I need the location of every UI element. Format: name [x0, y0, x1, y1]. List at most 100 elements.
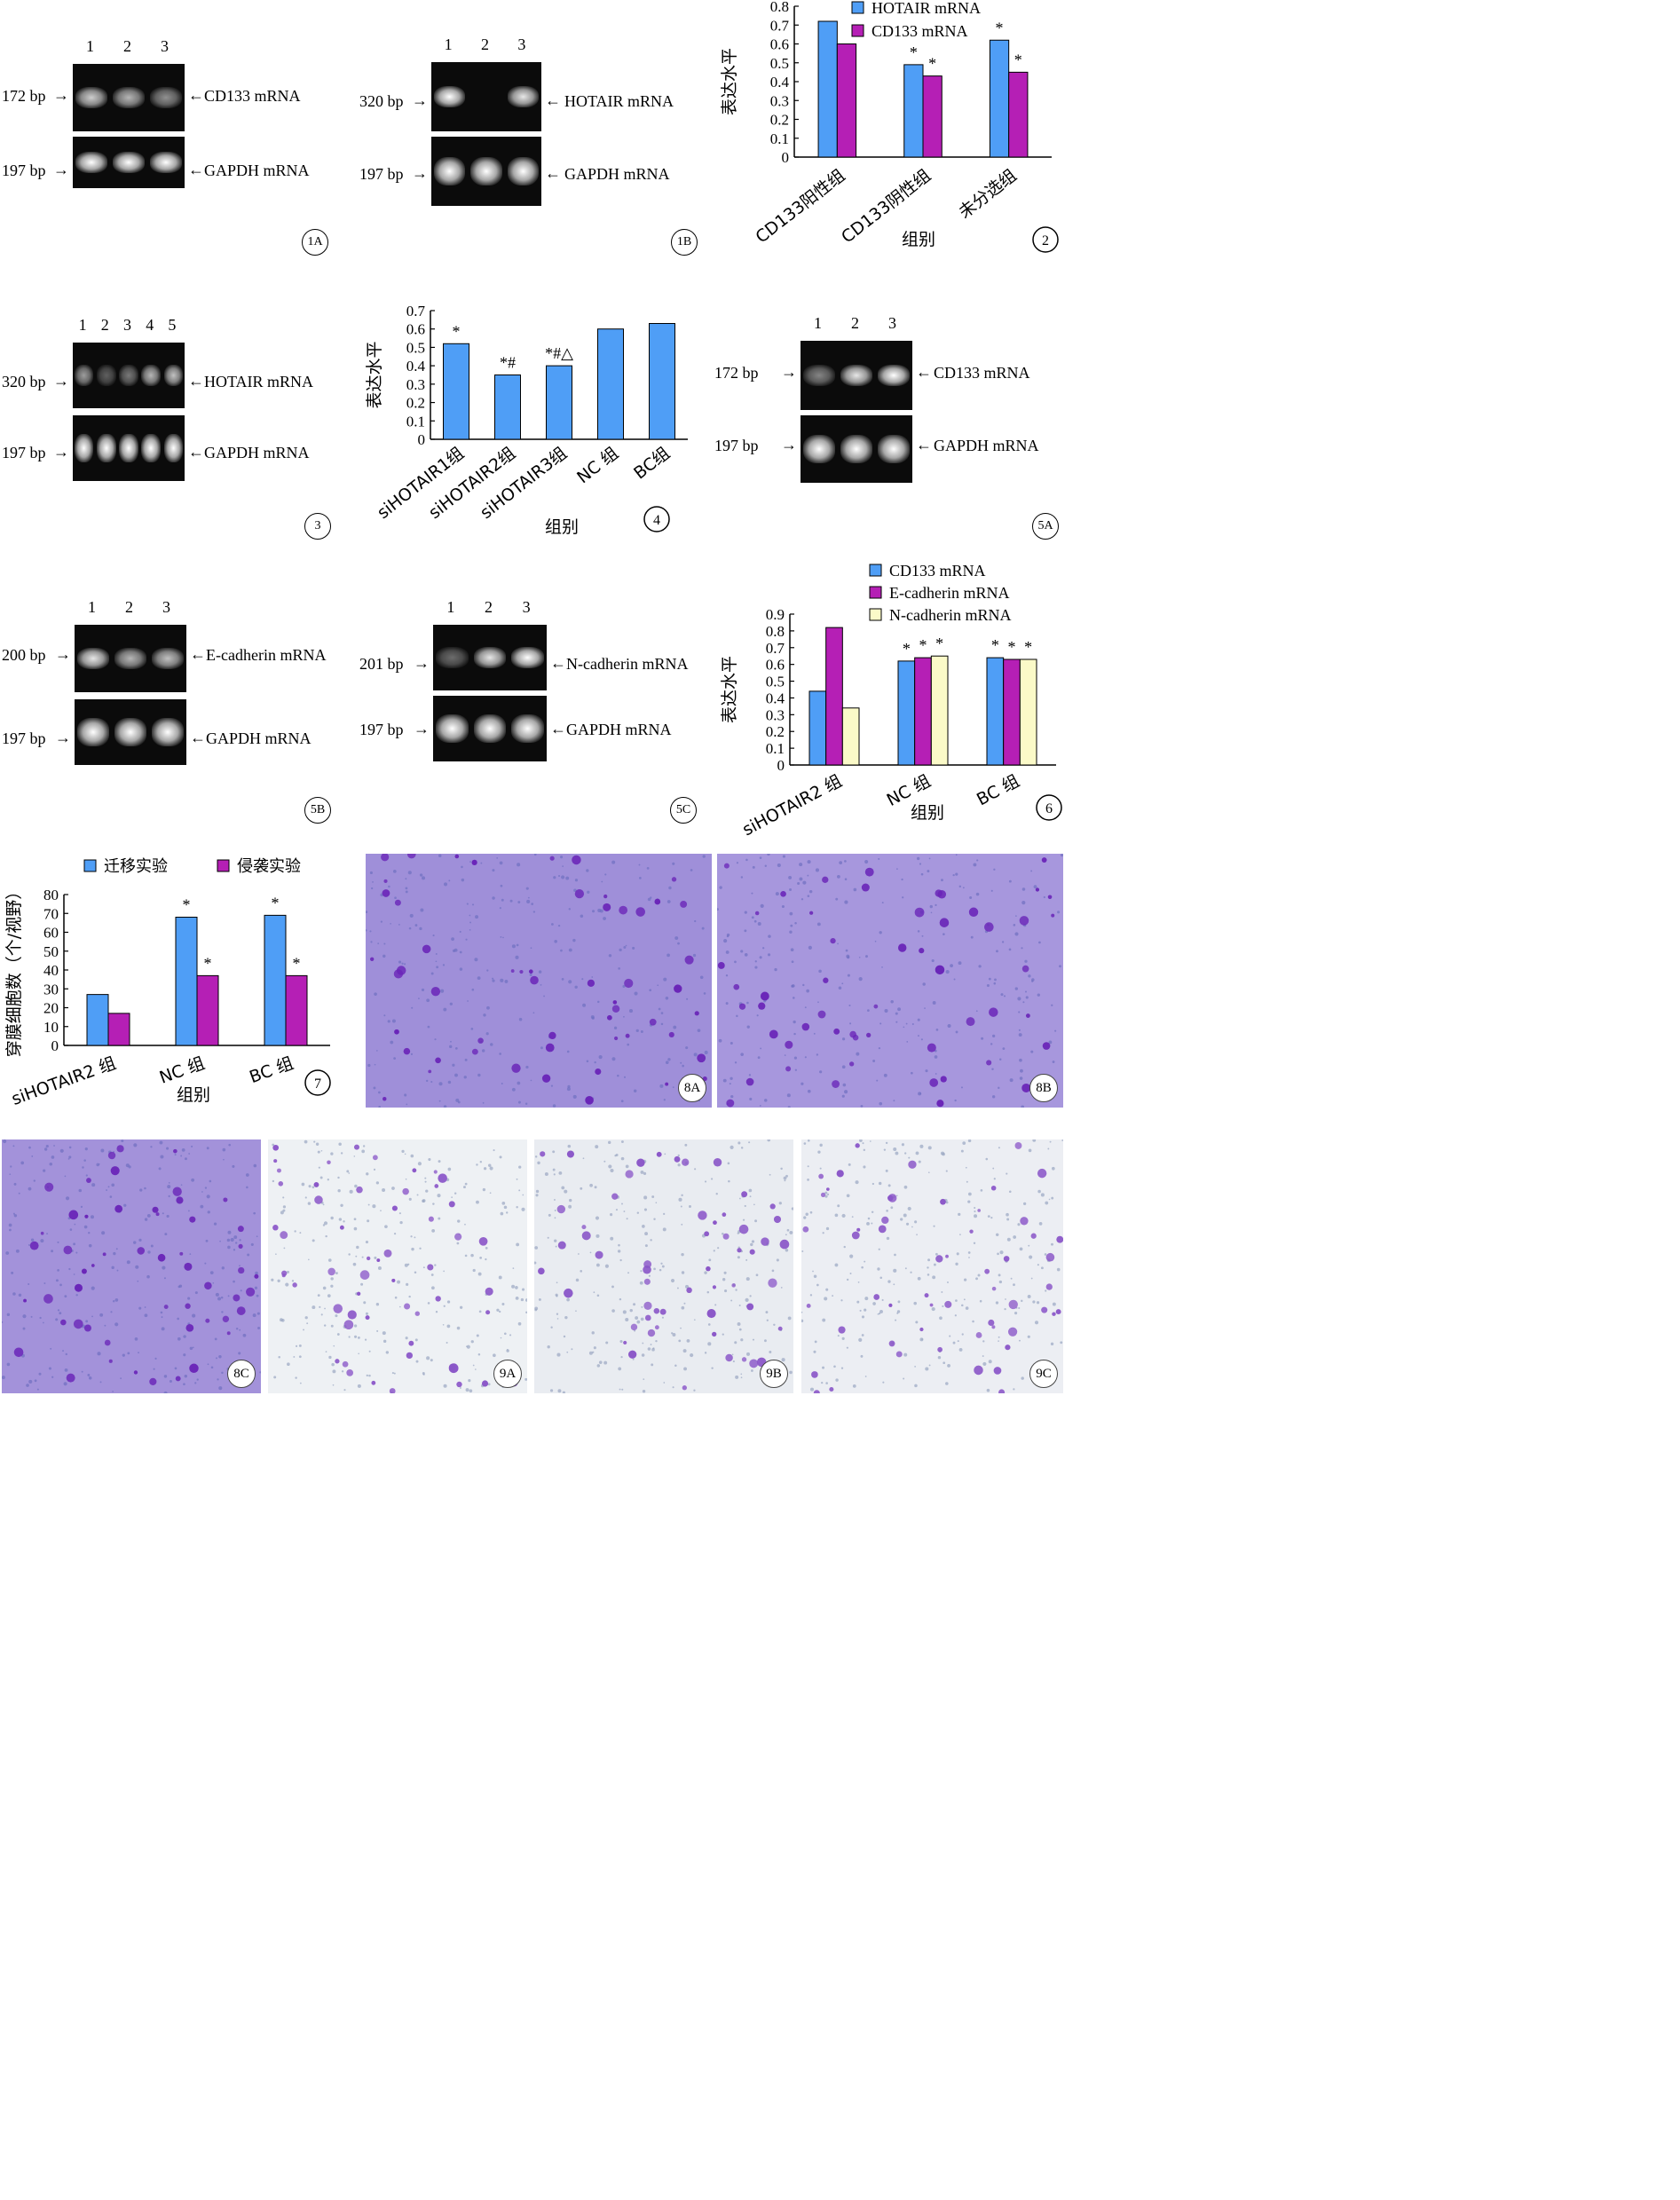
bar	[175, 917, 198, 1046]
x-axis-title: 组别	[177, 1085, 210, 1105]
lane-number: 3	[888, 314, 896, 332]
x-axis-title: 组别	[545, 517, 579, 537]
y-tick-label: 0.3	[770, 92, 789, 109]
figure-number-text: 6	[1045, 801, 1053, 816]
significance-mark: *	[1024, 638, 1032, 656]
figure-2-bar-chart: 0 0.10.2 0.30.4 0.5 0.6 0.7 0.8 CD133阳性组 * * CD133…	[720, 0, 1059, 253]
y-tick-label: 0.1	[766, 740, 785, 757]
bar	[986, 657, 1005, 766]
lane-number: 2	[125, 598, 133, 616]
bar	[1019, 658, 1037, 766]
figure-number-badge: 3	[304, 513, 331, 540]
significance-mark: *	[1008, 638, 1016, 656]
x-axis-title: 组别	[902, 230, 935, 249]
bar	[1008, 71, 1029, 158]
gapdh-gel-band-strip	[801, 415, 912, 483]
legend-swatch	[869, 586, 882, 599]
gel-band	[96, 365, 116, 386]
bar	[86, 994, 109, 1046]
left-arrow-icon: ←	[188, 161, 204, 178]
left-arrow-icon: ←	[550, 654, 566, 672]
left-arrow-icon: ←	[916, 436, 932, 453]
target-gel-band-strip	[73, 64, 185, 131]
right-arrow-icon: →	[53, 86, 69, 104]
gel-band	[151, 647, 185, 670]
bar	[443, 343, 469, 440]
bar	[817, 20, 838, 158]
target-gel-band-strip	[75, 625, 186, 692]
y-tick-label: 0.5	[770, 55, 789, 72]
significance-mark: *	[935, 635, 943, 652]
figure-number-text: 2	[1042, 233, 1049, 248]
significance-mark: *	[1014, 51, 1022, 68]
panel-label: 8B	[1029, 1074, 1058, 1102]
y-tick-label: 0.2	[766, 723, 785, 740]
gel-band	[507, 85, 540, 108]
band-size-label: 172 bp	[714, 364, 759, 382]
chart-plot-area: 00.10.20.30.40.50.60.7*siHOTAIR1组*#siHOT…	[374, 303, 688, 523]
y-tick-label: 0	[418, 431, 426, 448]
left-arrow-icon: ←	[190, 729, 206, 746]
left-arrow-icon: ←	[916, 363, 932, 381]
legend-swatch	[851, 24, 864, 37]
gene-label: E-cadherin mRNA	[206, 646, 327, 664]
figure-number-text: 7	[314, 1076, 321, 1092]
bar	[1003, 658, 1021, 766]
band-size-label: 320 bp	[359, 92, 404, 110]
y-tick-label: 70	[43, 905, 59, 922]
y-tick-label: 0.7	[766, 640, 785, 657]
band-size-label: 197 bp	[2, 729, 46, 747]
gel-band	[470, 156, 502, 186]
chart-plot-area: 00.10.20.30.40.50.60.70.80.9 siHOTAIR2 组 *…	[739, 606, 1056, 836]
gapdh-gel-band-strip	[431, 137, 541, 206]
bar	[836, 43, 857, 158]
panel-label: 8A	[678, 1074, 706, 1102]
microscopy-image: 8A	[366, 854, 712, 1108]
significance-mark: *	[928, 55, 936, 73]
microscopy-image: 8C	[2, 1139, 261, 1393]
y-tick-label: 50	[43, 943, 59, 960]
figure-number-badge: 5C	[670, 797, 697, 824]
band-size-label: 197 bp	[2, 162, 46, 179]
panel-label: 9C	[1029, 1360, 1058, 1388]
lane-number: 3	[123, 316, 131, 334]
bar	[196, 974, 219, 1046]
gene-label: GAPDH mRNA	[566, 721, 672, 738]
gel-band	[75, 86, 108, 109]
gel-band	[76, 647, 110, 670]
band-size-label: 197 bp	[359, 165, 404, 183]
legend-swatch	[217, 859, 230, 872]
microscopy-image: 9A	[268, 1139, 527, 1393]
gel-band	[74, 434, 94, 462]
figure-number-badge: 1A	[302, 229, 328, 256]
y-tick-label: 0.5	[406, 339, 425, 356]
lane-number: 3	[161, 37, 169, 55]
y-tick-label: 80	[43, 887, 59, 903]
lane-number: 2	[851, 314, 859, 332]
left-arrow-icon: ←	[550, 720, 566, 737]
gel-band	[840, 435, 873, 463]
significance-mark: *#	[500, 354, 516, 372]
gel-band	[435, 647, 469, 668]
lane-number: 1	[88, 598, 96, 616]
gel-band	[151, 718, 185, 746]
y-tick-label: 0.9	[766, 606, 785, 623]
gel-band	[802, 435, 836, 463]
band-size-label: 197 bp	[714, 437, 759, 454]
gapdh-gel-band-strip	[433, 696, 547, 761]
band-size-label: 197 bp	[359, 721, 404, 738]
y-tick-label: 0.5	[766, 674, 785, 690]
y-tick-label: 40	[43, 962, 59, 979]
left-arrow-icon: ←	[188, 372, 204, 390]
lane-number: 3	[517, 35, 526, 53]
bar	[494, 375, 521, 440]
significance-mark: *	[991, 636, 999, 654]
gel-band	[112, 151, 146, 174]
figure-number-badge	[1036, 794, 1062, 821]
target-gel-band-strip	[801, 341, 912, 410]
category-label: NC 组	[573, 444, 622, 488]
gel-band	[511, 714, 544, 743]
y-tick-label: 0.4	[406, 358, 426, 375]
y-tick-label: 0.1	[406, 413, 425, 430]
